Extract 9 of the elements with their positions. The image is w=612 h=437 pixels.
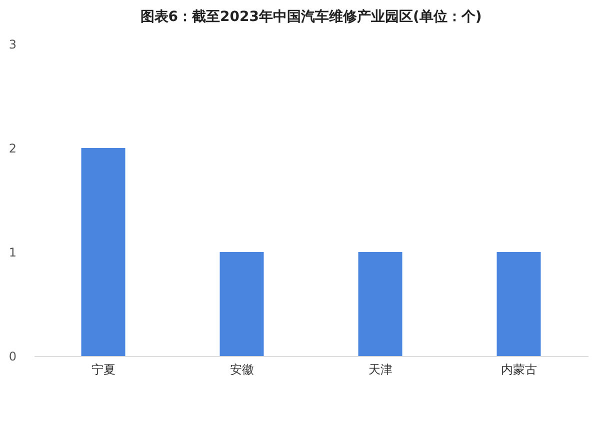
- x-tick-label: 天津: [368, 362, 392, 376]
- y-tick-label: 0: [8, 350, 16, 364]
- chart-title: 图表6：截至2023年中国汽车维修产业园区(单位：个): [140, 8, 482, 25]
- y-tick-label: 2: [8, 142, 16, 156]
- x-tick-label: 内蒙古: [500, 362, 537, 376]
- x-tick-label: 宁夏: [91, 362, 116, 376]
- y-tick-label: 1: [8, 246, 16, 260]
- y-tick-label: 3: [8, 38, 16, 52]
- x-tick-label: 安徽: [230, 362, 254, 376]
